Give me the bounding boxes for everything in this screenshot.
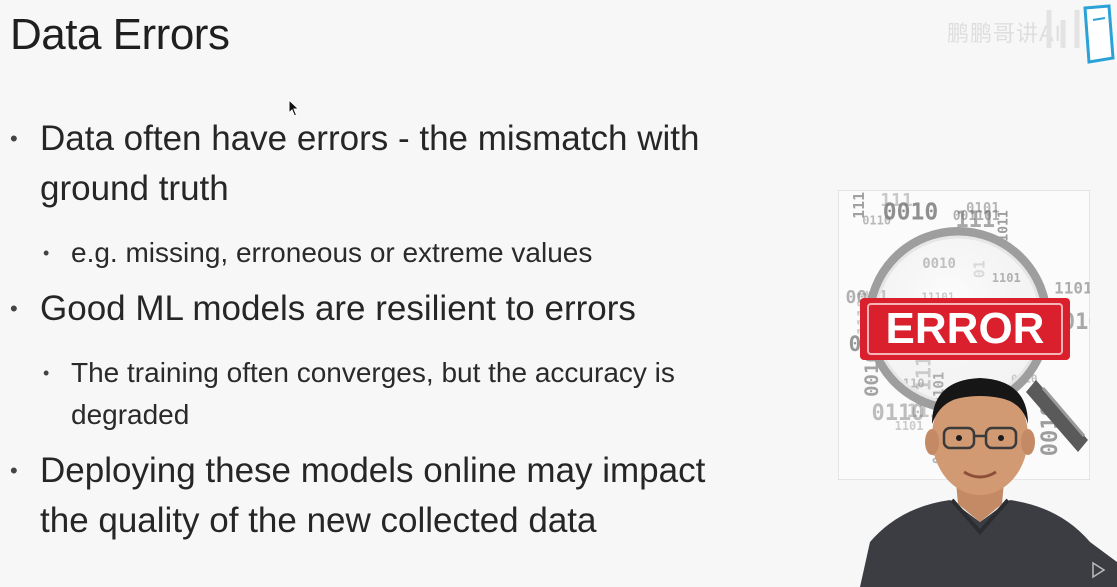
error-magnifier-image: 0010111111010110001001011101000111101001…: [838, 190, 1090, 480]
binary-digits: 0110: [862, 214, 891, 228]
binary-digits: 111: [880, 190, 913, 211]
binary-digits: 0110: [872, 401, 925, 426]
slide-title: Data Errors: [10, 10, 230, 59]
play-icon[interactable]: [1089, 561, 1107, 579]
bullet-item: Good ML models are resilient to errors: [10, 284, 740, 334]
error-label: ERROR: [886, 304, 1045, 353]
binary-digits: 0101: [966, 201, 1000, 217]
sub-bullet-item: The training often converges, but the ac…: [43, 352, 761, 436]
watermark: 鹏鹏哥讲AI: [917, 0, 1117, 66]
presenter-video: [860, 378, 1117, 587]
binary-digits: 1101: [895, 419, 924, 433]
binary-digits: 0010: [883, 200, 938, 226]
watermark-text: 鹏鹏哥讲AI: [947, 21, 1062, 46]
binary-digits: 1101: [1054, 279, 1090, 298]
bilibili-logo-icon: [1046, 4, 1115, 64]
binary-digits: 111: [850, 192, 868, 219]
bullet-item: Data often have errors - the mismatch wi…: [10, 114, 740, 214]
bullet-item: Deploying these models online may impact…: [10, 446, 750, 546]
binary-digits: 1011: [997, 210, 1012, 241]
binary-digits: 001101: [953, 209, 1000, 224]
sub-bullet-item: e.g. missing, erroneous or extreme value…: [43, 232, 751, 274]
